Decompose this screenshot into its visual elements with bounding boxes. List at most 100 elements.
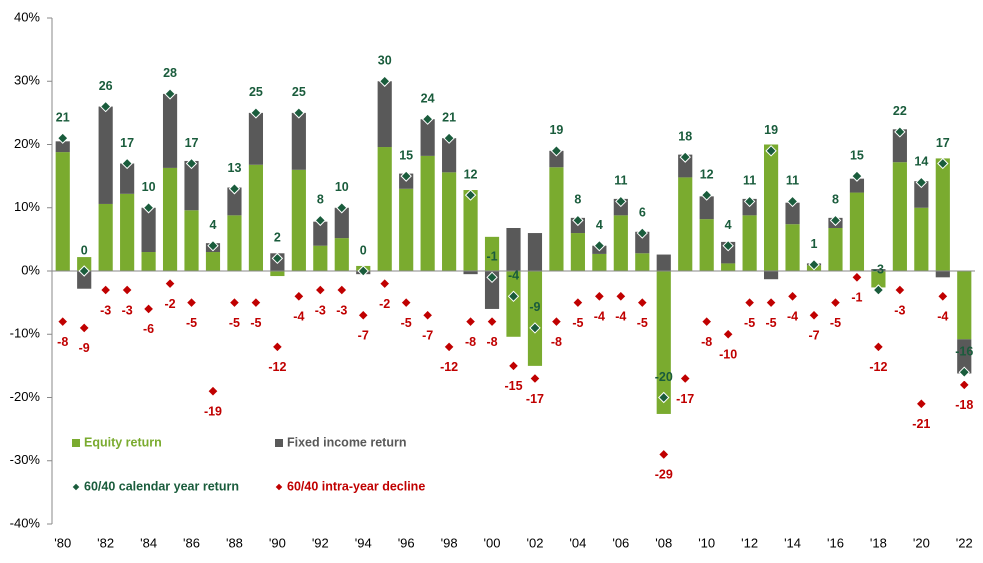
x-tick-label: '92 <box>312 535 329 550</box>
marker <box>314 214 327 227</box>
y-tick-label: 0% <box>21 262 40 277</box>
marker <box>958 366 970 378</box>
marker <box>915 398 928 410</box>
marker <box>829 214 842 227</box>
data-label: -18 <box>955 398 973 412</box>
marker <box>743 195 756 208</box>
x-tick-label: '90 <box>269 535 286 550</box>
marker <box>937 157 949 170</box>
marker <box>293 107 305 119</box>
bar <box>313 245 328 271</box>
bar <box>442 172 457 271</box>
bar <box>98 203 113 271</box>
x-tick-label: '08 <box>655 535 672 550</box>
data-label: 17 <box>120 136 134 150</box>
marker <box>314 284 327 296</box>
bar <box>613 215 628 271</box>
marker <box>636 296 648 309</box>
bar <box>98 106 113 204</box>
bar <box>291 112 306 170</box>
data-label: 26 <box>99 79 113 93</box>
bar <box>785 224 800 271</box>
data-label: -15 <box>504 379 522 393</box>
marker <box>786 290 799 303</box>
bar <box>120 163 135 194</box>
data-label: 14 <box>914 155 928 169</box>
marker <box>336 284 348 296</box>
bar <box>77 271 92 289</box>
data-label: 15 <box>399 148 413 162</box>
data-label: 2 <box>274 231 281 245</box>
y-tick-label: -30% <box>10 452 41 467</box>
bar <box>785 202 800 225</box>
bar <box>227 215 242 271</box>
data-label: -29 <box>655 468 673 482</box>
marker <box>786 195 799 208</box>
marker <box>765 296 777 309</box>
marker <box>486 271 498 284</box>
data-label: -7 <box>358 329 369 343</box>
bar <box>506 271 521 337</box>
data-label: -21 <box>912 417 930 431</box>
marker <box>679 151 691 163</box>
bar <box>141 252 156 271</box>
data-label: 8 <box>574 193 581 207</box>
marker <box>293 290 305 303</box>
data-label: 30 <box>378 54 392 68</box>
data-label: -4 <box>594 310 605 324</box>
data-label: 8 <box>317 193 324 207</box>
bar <box>527 271 543 366</box>
marker <box>572 296 584 309</box>
data-label: 19 <box>764 123 778 137</box>
marker <box>615 195 627 208</box>
data-label: -9 <box>79 341 90 355</box>
marker <box>937 290 949 303</box>
data-label: -3 <box>894 303 905 317</box>
x-tick-label: '00 <box>484 535 501 550</box>
y-tick-label: -20% <box>10 389 41 404</box>
marker <box>336 202 348 214</box>
data-label: -10 <box>719 348 737 362</box>
marker <box>593 290 606 303</box>
data-label: 22 <box>893 104 907 118</box>
data-label: 11 <box>743 174 756 188</box>
data-label: -17 <box>676 392 694 406</box>
legend-marker <box>71 482 81 492</box>
marker <box>722 328 734 340</box>
data-label: -1 <box>851 291 862 305</box>
marker <box>271 341 284 353</box>
data-label: -4 <box>787 310 798 324</box>
bar <box>914 181 929 208</box>
y-tick-label: 30% <box>14 73 40 88</box>
bar <box>849 178 865 193</box>
data-label: -5 <box>744 316 755 330</box>
data-label: 24 <box>421 91 435 105</box>
marker <box>57 315 69 328</box>
data-label: -4 <box>937 310 948 324</box>
bar <box>635 253 650 271</box>
data-label: -16 <box>955 344 973 358</box>
bar <box>399 188 414 271</box>
bar <box>656 254 671 271</box>
data-label: -5 <box>250 316 261 330</box>
y-tick-label: 20% <box>14 136 40 151</box>
data-label: 4 <box>725 218 732 232</box>
data-label: -9 <box>529 300 540 314</box>
data-label: 17 <box>936 136 950 150</box>
x-tick-label: '18 <box>870 535 887 550</box>
bar <box>377 81 392 148</box>
data-label: 25 <box>249 85 263 99</box>
data-label: 12 <box>700 167 714 181</box>
x-tick-label: '80 <box>54 535 71 550</box>
data-label: -4 <box>293 310 304 324</box>
x-tick-label: '06 <box>612 535 629 550</box>
marker <box>400 170 412 182</box>
data-label: -4 <box>615 310 626 324</box>
marker <box>400 296 412 309</box>
marker <box>379 75 391 87</box>
data-label: 28 <box>163 66 177 80</box>
legend-label: 60/40 calendar year return <box>84 479 239 493</box>
bar <box>935 271 950 278</box>
y-tick-label: 10% <box>14 199 40 214</box>
